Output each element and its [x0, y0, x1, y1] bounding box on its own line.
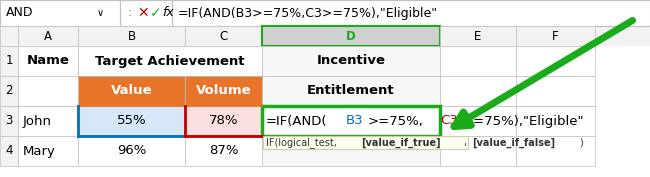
Bar	[18, 76, 78, 106]
Text: ): )	[580, 138, 583, 147]
Bar	[185, 26, 262, 46]
Bar	[0, 76, 18, 106]
Text: 55%: 55%	[117, 115, 146, 127]
Bar	[440, 136, 516, 166]
Text: 3: 3	[5, 115, 13, 127]
Bar	[185, 76, 262, 106]
Text: D: D	[346, 30, 356, 42]
Bar	[262, 106, 440, 136]
Text: Mary: Mary	[23, 144, 56, 158]
Text: fx: fx	[162, 7, 174, 19]
Text: >=75%,: >=75%,	[368, 115, 424, 127]
Bar	[172, 0, 650, 26]
Text: B3: B3	[345, 115, 363, 127]
Bar	[262, 26, 440, 46]
Text: =IF(AND(B3>=75%,C3>=75%),"Eligible": =IF(AND(B3>=75%,C3>=75%),"Eligible"	[178, 7, 438, 19]
Text: Incentive: Incentive	[317, 55, 385, 67]
Text: AND: AND	[6, 7, 34, 19]
Text: 2: 2	[5, 84, 13, 98]
Bar	[18, 136, 78, 166]
Bar	[78, 76, 185, 106]
Bar	[0, 106, 18, 136]
Bar	[0, 26, 650, 46]
Text: :: :	[128, 5, 132, 19]
Bar	[516, 26, 595, 46]
Text: [value_if_true]: [value_if_true]	[361, 137, 441, 148]
Text: >=75%),"Eligible": >=75%),"Eligible"	[463, 115, 584, 127]
Bar	[516, 46, 595, 76]
Text: ∨: ∨	[96, 8, 103, 18]
Bar	[516, 106, 595, 136]
Bar	[78, 46, 185, 76]
Text: ✓: ✓	[150, 6, 162, 20]
Text: C: C	[220, 30, 228, 42]
Text: John: John	[23, 115, 52, 127]
Text: 78%: 78%	[209, 115, 239, 127]
Bar	[0, 136, 18, 166]
Bar	[516, 76, 595, 106]
Text: Target Achievement: Target Achievement	[96, 55, 245, 67]
Bar	[18, 46, 78, 76]
Bar	[0, 0, 120, 26]
Bar	[440, 76, 516, 106]
Text: [value_if_false]: [value_if_false]	[473, 137, 555, 148]
Bar	[262, 106, 440, 136]
Text: Name: Name	[27, 55, 70, 67]
Text: =IF(AND(: =IF(AND(	[266, 115, 328, 127]
Bar	[185, 106, 262, 136]
Bar	[78, 26, 185, 46]
Bar	[78, 106, 185, 136]
Text: 1: 1	[5, 55, 13, 67]
Bar	[0, 26, 18, 46]
Bar	[262, 76, 440, 106]
Bar	[185, 106, 262, 136]
Bar	[440, 106, 516, 136]
Bar	[262, 136, 440, 166]
Text: 87%: 87%	[209, 144, 239, 158]
Bar	[262, 46, 440, 76]
Bar	[516, 136, 595, 166]
Text: F: F	[552, 30, 559, 42]
Bar	[120, 0, 172, 26]
Bar	[78, 106, 185, 136]
Text: Entitlement: Entitlement	[307, 84, 395, 98]
Bar	[0, 46, 18, 76]
Bar	[18, 26, 78, 46]
Text: A: A	[44, 30, 52, 42]
Text: IF(logical_test,: IF(logical_test,	[266, 137, 340, 148]
Text: B: B	[127, 30, 136, 42]
Bar	[185, 76, 262, 106]
Bar	[0, 0, 650, 26]
Bar	[440, 26, 516, 46]
Text: C3: C3	[440, 115, 458, 127]
Text: ✕: ✕	[137, 6, 149, 20]
Bar	[78, 136, 185, 166]
Text: Volume: Volume	[196, 84, 252, 98]
Bar	[78, 46, 262, 76]
Text: Value: Value	[111, 84, 152, 98]
Text: 4: 4	[5, 144, 13, 158]
Bar	[18, 106, 78, 136]
Bar	[185, 136, 262, 166]
Text: 96%: 96%	[117, 144, 146, 158]
Bar	[440, 46, 516, 76]
Bar	[78, 76, 185, 106]
Text: E: E	[474, 30, 482, 42]
Text: ,: ,	[464, 138, 471, 147]
Bar	[185, 46, 262, 76]
Bar	[263, 136, 468, 149]
